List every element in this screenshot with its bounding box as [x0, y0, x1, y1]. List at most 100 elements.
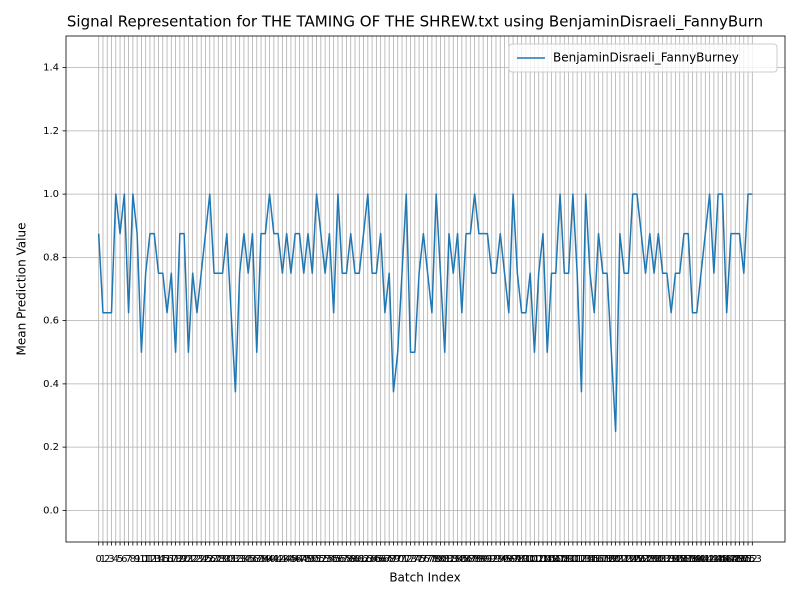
x-tick-label: 1: [100, 554, 106, 565]
legend-box: [508, 43, 778, 73]
x-tick-label: 54: [323, 554, 336, 565]
x-tick-label: 127: [632, 554, 651, 565]
x-tick-label: 72: [400, 554, 413, 565]
x-tick-label: 6: [121, 554, 127, 565]
x-tick-label: 27: [208, 554, 221, 565]
x-tick-label: 136: [670, 554, 689, 565]
x-tick-label: 124: [619, 554, 638, 565]
x-tick-label: 42: [272, 554, 285, 565]
x-tick-label: 63: [361, 554, 374, 565]
x-tick-label: 148: [721, 554, 740, 565]
x-tick-label: 145: [709, 554, 728, 565]
y-tick-label: 0.0: [43, 505, 59, 516]
x-tick-label: 43: [276, 554, 289, 565]
x-tick-label: 53: [319, 554, 332, 565]
x-tick-label: 7: [125, 554, 131, 565]
x-tick-label: 33: [233, 554, 246, 565]
x-tick-label: 11: [139, 554, 152, 565]
y-tick-label: 1.2: [43, 126, 59, 137]
x-tick-label: 121: [606, 554, 625, 565]
chart-title: Signal Representation for THE TAMING OF …: [67, 13, 763, 32]
x-tick-label: 62: [357, 554, 370, 565]
x-tick-label: 70: [391, 554, 404, 565]
x-tick-label: 135: [666, 554, 685, 565]
x-tick-label: 66: [374, 554, 387, 565]
x-tick-label: 113: [572, 554, 591, 565]
x-tick-label: 37: [250, 554, 263, 565]
x-tick-label: 84: [451, 554, 464, 565]
x-tick-label: 78: [426, 554, 439, 565]
x-tick-label: 102: [525, 554, 544, 565]
x-tick-label: 108: [551, 554, 570, 565]
x-tick-label: 114: [576, 554, 595, 565]
x-tick-label: 110: [559, 554, 578, 565]
x-tick-label: 117: [589, 554, 608, 565]
x-tick-label: 26: [203, 554, 216, 565]
x-tick-label: 132: [653, 554, 672, 565]
x-tick-label: 24: [195, 554, 208, 565]
x-tick-label: 34: [238, 554, 251, 565]
x-tick-label: 8: [130, 554, 136, 565]
x-tick-label: 48: [297, 554, 310, 565]
x-tick-label: 91: [481, 554, 494, 565]
x-tick-label: 87: [464, 554, 477, 565]
x-tick-label: 122: [610, 554, 629, 565]
x-tick-label: 109: [555, 554, 574, 565]
x-tick-label: 120: [602, 554, 621, 565]
x-tick-label: 40: [263, 554, 276, 565]
y-tick-label: 0.4: [43, 379, 59, 390]
x-tick-label: 74: [408, 554, 421, 565]
x-tick-label: 16: [161, 554, 174, 565]
x-tick-label: 15: [156, 554, 169, 565]
x-tick-label: 140: [687, 554, 706, 565]
x-tick-label: 118: [593, 554, 612, 565]
x-tick-label: 76: [417, 554, 430, 565]
x-tick-label: 99: [515, 554, 528, 565]
x-tick-label: 2: [104, 554, 110, 565]
x-tick-label: 90: [477, 554, 490, 565]
plot-frame: [65, 35, 786, 543]
x-tick-label: 134: [662, 554, 681, 565]
legend-label: BenjaminDisraeli_FannyBurney: [553, 51, 739, 65]
x-tick-label: 65: [370, 554, 383, 565]
x-tick-label: 105: [538, 554, 557, 565]
x-tick-label: 80: [434, 554, 447, 565]
x-tick-label: 44: [280, 554, 293, 565]
x-tick-label: 139: [683, 554, 702, 565]
x-tick-label: 67: [379, 554, 392, 565]
x-tick-label: 149: [726, 554, 745, 565]
x-tick-label: 61: [353, 554, 366, 565]
x-tick-label: 39: [259, 554, 272, 565]
x-tick-label: 82: [443, 554, 456, 565]
x-tick-label: 35: [242, 554, 255, 565]
x-tick-label: 133: [657, 554, 676, 565]
x-tick-label: 71: [396, 554, 409, 565]
x-tick-label: 146: [713, 554, 732, 565]
x-tick-label: 20: [178, 554, 191, 565]
x-tick-label: 125: [623, 554, 642, 565]
x-tick-label: 60: [349, 554, 362, 565]
x-tick-label: 73: [404, 554, 417, 565]
x-tick-label: 86: [460, 554, 473, 565]
x-tick-label: 111: [563, 554, 582, 565]
x-tick-label: 50: [306, 554, 319, 565]
x-axis-label: Batch Index: [389, 571, 460, 585]
x-tick-label: 92: [485, 554, 498, 565]
x-tick-label: 0: [95, 554, 101, 565]
x-tick-label: 93: [490, 554, 503, 565]
x-tick-label: 153: [743, 554, 762, 565]
x-tick-label: 64: [366, 554, 379, 565]
x-tick-label: 55: [327, 554, 340, 565]
x-tick-label: 28: [212, 554, 225, 565]
y-tick-label: 0.2: [43, 442, 59, 453]
x-tick-label: 104: [533, 554, 552, 565]
x-tick-label: 138: [679, 554, 698, 565]
x-tick-label: 88: [468, 554, 481, 565]
x-tick-label: 143: [700, 554, 719, 565]
y-axis-label: Mean Prediction Value: [15, 223, 29, 356]
x-tick-label: 13: [148, 554, 161, 565]
x-tick-label: 77: [421, 554, 434, 565]
x-tick-label: 21: [182, 554, 195, 565]
y-tick-label: 0.6: [43, 316, 59, 327]
